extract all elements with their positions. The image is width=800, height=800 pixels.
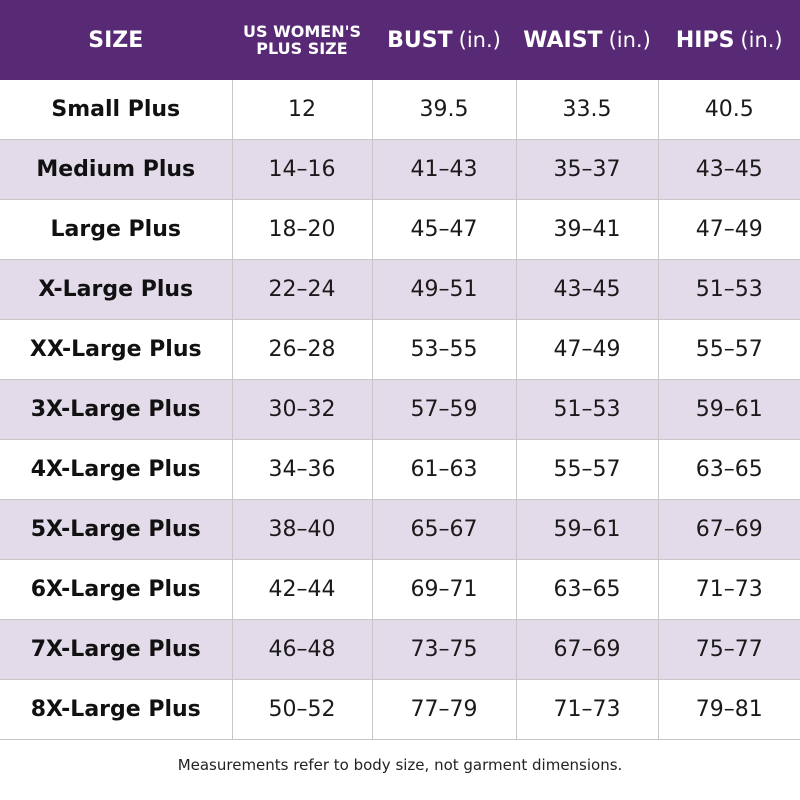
bust-cell: 53–55 [372,319,517,380]
us-size-cell: 46–48 [232,619,373,680]
bust-cell: 65–67 [372,499,517,560]
table-row: 6X-Large Plus 42–44 69–71 63–65 71–73 [0,559,800,620]
header-us-plus-line1: US WOMEN'S [243,22,361,41]
waist-cell: 35–37 [516,139,659,200]
footnote: Measurements refer to body size, not gar… [177,756,623,774]
waist-cell: 43–45 [516,259,659,320]
hips-cell: 71–73 [658,559,800,620]
header-size: SIZE [0,0,233,80]
hips-cell: 55–57 [658,319,800,380]
header-waist-unit: (in.) [608,27,651,52]
header-waist-label: WAIST [523,27,603,53]
size-table: SIZE US WOMEN'S PLUS SIZE BUST (in.) WAIS… [0,0,800,740]
waist-cell: 59–61 [516,499,659,560]
waist-cell: 71–73 [516,679,659,740]
bust-cell: 61–63 [372,439,517,500]
bust-cell: 45–47 [372,199,517,260]
table-row: 8X-Large Plus 50–52 77–79 71–73 79–81 [0,679,800,740]
size-cell: 6X-Large Plus [0,559,233,620]
hips-cell: 43–45 [658,139,800,200]
header-waist: WAIST (in.) [516,0,659,80]
table-row: 3X-Large Plus 30–32 57–59 51–53 59–61 [0,379,800,440]
hips-cell: 67–69 [658,499,800,560]
size-cell: Medium Plus [0,139,233,200]
size-cell: X-Large Plus [0,259,233,320]
us-size-cell: 38–40 [232,499,373,560]
hips-cell: 63–65 [658,439,800,500]
header-size-label: SIZE [88,27,144,53]
hips-cell: 75–77 [658,619,800,680]
table-row: 7X-Large Plus 46–48 73–75 67–69 75–77 [0,619,800,680]
table-row: 5X-Large Plus 38–40 65–67 59–61 67–69 [0,499,800,560]
table-row: Large Plus 18–20 45–47 39–41 47–49 [0,199,800,260]
bust-cell: 39.5 [372,80,517,140]
table-row: 4X-Large Plus 34–36 61–63 55–57 63–65 [0,439,800,500]
us-size-cell: 22–24 [232,259,373,320]
size-cell: 8X-Large Plus [0,679,233,740]
header-hips-unit: (in.) [740,27,783,52]
bust-cell: 57–59 [372,379,517,440]
table-body: Small Plus 12 39.5 33.5 40.5 Medium Plus 14–1… [0,80,800,740]
header-hips-label: HIPS [675,27,735,53]
header-us-plus-size: US WOMEN'S PLUS SIZE [232,0,373,80]
size-cell: Large Plus [0,199,233,260]
us-size-cell: 34–36 [232,439,373,500]
bust-cell: 49–51 [372,259,517,320]
header-row: SIZE US WOMEN'S PLUS SIZE BUST (in.) WAIS… [0,0,800,80]
table-row: XX-Large Plus 26–28 53–55 47–49 55–57 [0,319,800,380]
hips-cell: 59–61 [658,379,800,440]
hips-cell: 51–53 [658,259,800,320]
hips-cell: 47–49 [658,199,800,260]
table-row: Small Plus 12 39.5 33.5 40.5 [0,80,800,140]
waist-cell: 47–49 [516,319,659,380]
waist-cell: 55–57 [516,439,659,500]
us-size-cell: 18–20 [232,199,373,260]
waist-cell: 63–65 [516,559,659,620]
us-size-cell: 14–16 [232,139,373,200]
header-bust: BUST (in.) [372,0,517,80]
size-cell: 5X-Large Plus [0,499,233,560]
bust-cell: 69–71 [372,559,517,620]
waist-cell: 33.5 [516,80,659,140]
header-us-plus-line2: PLUS SIZE [256,39,348,58]
bust-cell: 77–79 [372,679,517,740]
hips-cell: 40.5 [658,80,800,140]
us-size-cell: 26–28 [232,319,373,380]
bust-cell: 41–43 [372,139,517,200]
waist-cell: 39–41 [516,199,659,260]
table-row: Medium Plus 14–16 41–43 35–37 43–45 [0,139,800,200]
waist-cell: 67–69 [516,619,659,680]
size-cell: 3X-Large Plus [0,379,233,440]
us-size-cell: 30–32 [232,379,373,440]
size-cell: XX-Large Plus [0,319,233,380]
size-cell: Small Plus [0,80,233,140]
header-hips: HIPS (in.) [658,0,800,80]
header-bust-unit: (in.) [458,27,501,52]
hips-cell: 79–81 [658,679,800,740]
us-size-cell: 50–52 [232,679,373,740]
table-row: X-Large Plus 22–24 49–51 43–45 51–53 [0,259,800,320]
waist-cell: 51–53 [516,379,659,440]
header-bust-label: BUST [387,27,453,53]
bust-cell: 73–75 [372,619,517,680]
size-cell: 4X-Large Plus [0,439,233,500]
size-cell: 7X-Large Plus [0,619,233,680]
table-header: SIZE US WOMEN'S PLUS SIZE BUST (in.) WAIS… [0,0,800,80]
us-size-cell: 12 [232,80,373,140]
us-size-cell: 42–44 [232,559,373,620]
